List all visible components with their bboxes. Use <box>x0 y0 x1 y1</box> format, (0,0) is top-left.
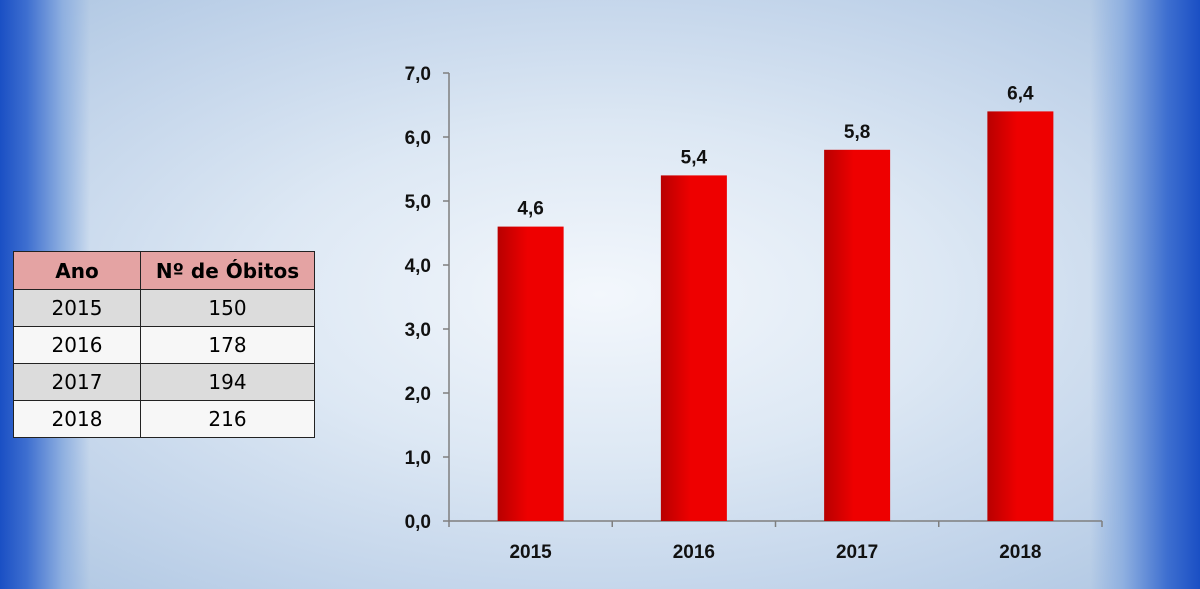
cell-deaths: 216 <box>140 400 315 438</box>
bar <box>497 226 564 521</box>
x-tick-label: 2018 <box>999 542 1041 563</box>
bar <box>824 149 891 522</box>
data-label: 5,8 <box>844 122 870 143</box>
y-tick-label: 7,0 <box>405 64 431 85</box>
y-tick-label: 1,0 <box>405 448 431 469</box>
right-border-gradient <box>1090 0 1200 589</box>
cell-year: 2017 <box>13 363 141 401</box>
cell-year: 2016 <box>13 326 141 364</box>
y-tick-label: 5,0 <box>405 192 431 213</box>
x-tick-label: 2016 <box>673 542 715 563</box>
cell-deaths: 194 <box>140 363 315 401</box>
y-tick-label: 2,0 <box>405 384 431 405</box>
cell-year: 2018 <box>13 400 141 438</box>
table-header-row: Ano Nº de Óbitos <box>13 251 315 290</box>
header-deaths: Nº de Óbitos <box>140 251 315 290</box>
x-tick-label: 2015 <box>509 542 552 563</box>
y-tick-label: 6,0 <box>405 128 431 149</box>
table-row: 2018 216 <box>13 400 315 438</box>
data-label: 4,6 <box>517 199 543 220</box>
deaths-table: Ano Nº de Óbitos 2015 150 2016 178 2017 … <box>13 251 315 438</box>
bar <box>660 175 727 521</box>
bar <box>987 111 1054 522</box>
y-tick-label: 4,0 <box>405 256 431 277</box>
data-label: 5,4 <box>681 147 708 168</box>
table-row: 2017 194 <box>13 363 315 401</box>
data-label: 6,4 <box>1007 83 1034 104</box>
y-tick-label: 0,0 <box>405 512 431 533</box>
header-year: Ano <box>13 251 141 290</box>
cell-deaths: 178 <box>140 326 315 364</box>
table-row: 2016 178 <box>13 326 315 364</box>
y-tick-label: 3,0 <box>405 320 431 341</box>
x-tick-label: 2017 <box>836 542 878 563</box>
